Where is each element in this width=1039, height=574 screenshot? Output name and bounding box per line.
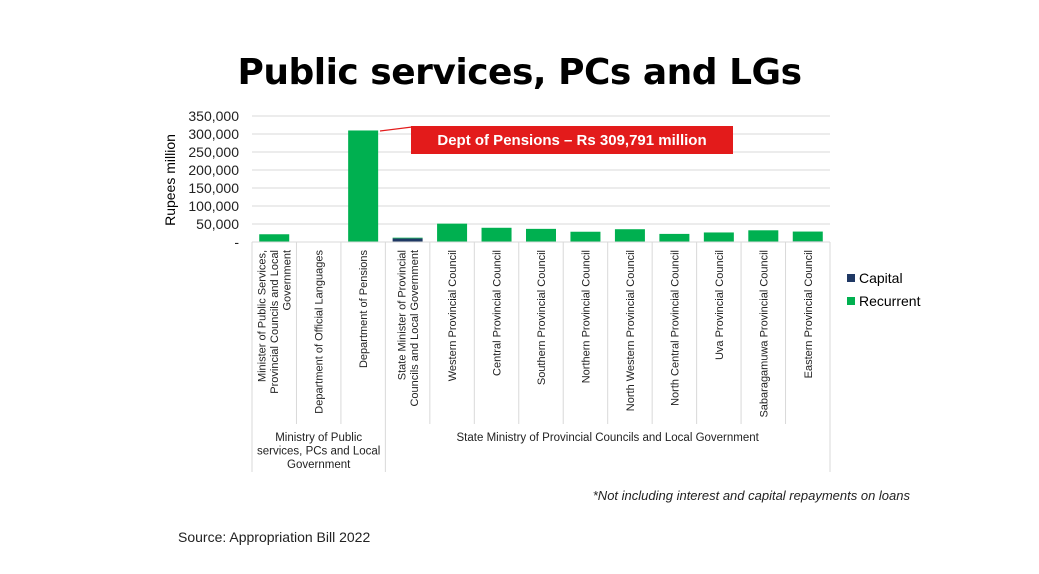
category-label: State Minister of ProvincialCouncils and…: [396, 250, 421, 407]
legend-capital-swatch: [847, 274, 855, 282]
y-tick-label: -: [234, 234, 239, 250]
source-note: Source: Appropriation Bill 2022: [178, 529, 371, 545]
bar-recurrent: [614, 229, 645, 242]
category-label: North Western Provincial Council: [625, 250, 637, 411]
bar-recurrent: [659, 233, 690, 242]
y-axis-label: Rupees million: [162, 134, 178, 226]
category-labels: Minister of Public Services,Provincial C…: [257, 250, 815, 418]
y-tick-label: 100,000: [188, 198, 239, 214]
bar-capital: [392, 238, 423, 242]
bar-recurrent: [570, 231, 601, 242]
bar-recurrent: [437, 223, 468, 242]
y-axis-ticks: - 50,000 100,000 150,000 200,000 250,000 300,0…: [188, 108, 239, 250]
category-label: North Central Provincial Council: [669, 250, 681, 406]
legend-recurrent-label: Recurrent: [859, 293, 921, 309]
y-tick-label: 250,000: [188, 144, 239, 160]
category-label: Central Provincial Council: [492, 250, 504, 376]
group-label: Ministry of Public services, PCs and Loca…: [257, 432, 380, 471]
y-tick-label: 50,000: [196, 216, 239, 232]
bar-recurrent: [703, 232, 734, 242]
category-axis-frame: [251, 241, 831, 472]
bar-recurrent: [792, 231, 823, 242]
y-tick-label: 200,000: [188, 162, 239, 178]
bar-recurrent: [392, 237, 423, 239]
bar-recurrent: [348, 130, 379, 242]
group-labels: Ministry of Public services, PCs and Loca…: [257, 432, 760, 471]
bar-recurrent: [481, 227, 512, 242]
pensions-callout: Dept of Pensions – Rs 309,791 million: [379, 126, 733, 154]
category-label: Southern Provincial Council: [536, 250, 548, 385]
legend-capital-label: Capital: [859, 270, 903, 286]
callout-leader-line: [379, 126, 413, 132]
bars: [259, 130, 823, 242]
group-label: State Ministry of Provincial Councils an…: [457, 432, 760, 444]
category-label: Eastern Provincial Council: [803, 250, 815, 378]
legend: Capital Recurrent: [847, 270, 921, 309]
callout-box: [411, 126, 733, 154]
y-tick-label: 150,000: [188, 180, 239, 196]
callout-text: Dept of Pensions – Rs 309,791 million: [437, 132, 706, 149]
bar-recurrent: [259, 234, 290, 242]
legend-recurrent-swatch: [847, 297, 855, 305]
category-label: Department of Pensions: [358, 250, 370, 369]
y-tick-label: 350,000: [188, 108, 239, 124]
category-label: Department of Official Languages: [314, 250, 326, 414]
category-label: Sabaragamuwa Provincial Council: [758, 250, 770, 418]
y-tick-label: 300,000: [188, 126, 239, 142]
bar-recurrent: [748, 230, 779, 242]
page-title: Public services, PCs and LGs: [237, 52, 802, 93]
category-label: Uva Provincial Council: [714, 250, 726, 360]
bar-recurrent: [526, 228, 556, 242]
footnote: *Not including interest and capital repa…: [592, 488, 910, 503]
category-label: Minister of Public Services,Provincial C…: [257, 250, 294, 394]
category-label: Northern Provincial Council: [580, 250, 592, 383]
category-label: Western Provincial Council: [447, 250, 459, 381]
